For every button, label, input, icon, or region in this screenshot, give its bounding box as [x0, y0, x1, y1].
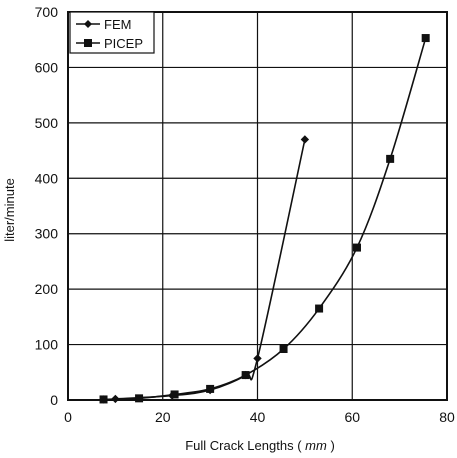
y-tick-label-200: 200 [35, 281, 59, 297]
data-point-picep-7 [352, 243, 361, 252]
series-lines [103, 37, 427, 401]
x-tick-label-80: 80 [439, 409, 455, 425]
data-point-picep-1 [135, 394, 144, 403]
y-tick-label-300: 300 [35, 226, 59, 242]
plot-frame [67, 11, 448, 401]
y-axis-title-text: liter/minute [2, 178, 17, 242]
legend-label-picep: PICEP [104, 36, 143, 51]
data-point-picep-9 [421, 34, 430, 43]
data-point-picep-2 [170, 390, 179, 399]
data-point-picep-0 [99, 395, 108, 404]
data-point-fem-1 [111, 394, 120, 404]
legend-label-fem: FEM [104, 17, 131, 32]
x-axis-title: Full Crack Lengths ( mm ) [185, 438, 335, 453]
data-point-picep-4 [241, 371, 250, 380]
y-tick-label-600: 600 [35, 59, 59, 75]
y-tick-label-0: 0 [50, 392, 58, 408]
legend-marker-fem [84, 20, 92, 28]
y-tick-label-700: 700 [35, 4, 59, 20]
x-tick-label-0: 0 [64, 409, 72, 425]
data-point-fem-5 [253, 354, 262, 363]
y-tick-label-500: 500 [35, 115, 59, 131]
x-axis-unit: mm [305, 438, 327, 453]
data-point-picep-5 [279, 345, 288, 354]
legend-marker-picep [84, 39, 92, 47]
data-point-picep-8 [386, 154, 395, 163]
y-axis-title: liter/minute [2, 178, 17, 242]
data-point-fem-6 [300, 135, 310, 144]
series-line-picep [103, 37, 427, 401]
legend: FEM PICEP [69, 11, 155, 54]
grid [68, 12, 447, 400]
x-tick-labels: 0 20 40 60 80 [64, 409, 455, 425]
series-markers [99, 34, 430, 404]
data-point-picep-3 [206, 384, 215, 393]
x-tick-label-60: 60 [344, 409, 360, 425]
y-tick-label-400: 400 [35, 170, 59, 186]
data-point-picep-6 [315, 304, 324, 313]
x-axis-title-text: Full Crack Lengths [185, 438, 294, 453]
y-tick-labels: 0 100 200 300 400 500 600 700 [35, 4, 59, 408]
y-tick-label-100: 100 [35, 337, 59, 353]
x-tick-label-20: 20 [155, 409, 171, 425]
x-tick-label-40: 40 [250, 409, 266, 425]
